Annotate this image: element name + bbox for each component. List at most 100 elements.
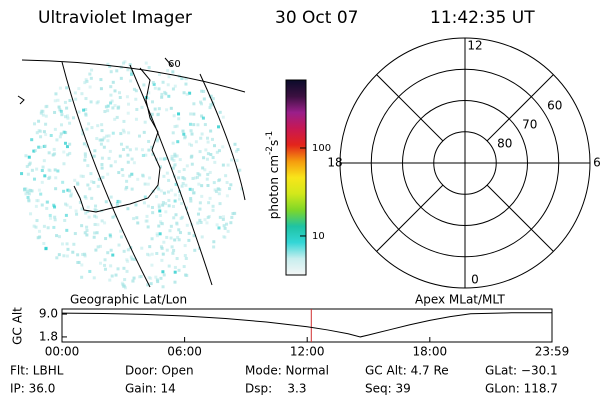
map-pixel xyxy=(47,151,51,155)
map-pixel xyxy=(40,169,44,173)
map-pixel xyxy=(75,212,79,216)
map-pixel xyxy=(32,149,36,153)
map-pixel xyxy=(53,218,57,222)
map-pixel xyxy=(150,112,154,116)
map-pixel xyxy=(102,136,106,140)
map-pixel xyxy=(96,184,100,188)
map-pixel xyxy=(111,80,115,84)
map-pixel xyxy=(134,147,138,151)
map-pixel xyxy=(150,237,154,241)
map-pixel xyxy=(131,279,135,283)
map-pixel xyxy=(136,177,140,181)
map-pixel xyxy=(166,69,170,73)
polar-mlt-label: 6 xyxy=(593,156,600,170)
map-pixel xyxy=(82,108,86,112)
map-pixel xyxy=(103,110,107,114)
map-pixel xyxy=(116,106,120,110)
map-pixel xyxy=(218,215,222,219)
map-pixel xyxy=(198,201,202,205)
map-pixel xyxy=(159,189,163,193)
map-pixel xyxy=(83,254,87,258)
map-pixel xyxy=(80,207,84,211)
map-pixel xyxy=(174,182,178,186)
map-pixel xyxy=(199,220,203,224)
map-pixel xyxy=(104,237,108,241)
unit: -2 xyxy=(265,146,275,155)
map-pixel xyxy=(160,95,164,99)
map-pixel xyxy=(195,175,199,179)
map-pixel xyxy=(160,258,164,262)
map-pixel xyxy=(170,154,174,158)
map-pixel xyxy=(34,204,38,208)
map-pixel xyxy=(74,209,78,213)
map-pixel xyxy=(123,286,127,290)
map-pixel xyxy=(145,214,149,218)
map-pixel xyxy=(159,157,163,161)
map-pixel xyxy=(83,158,87,162)
map-pixel xyxy=(114,273,118,277)
map-pixel xyxy=(158,232,162,236)
map-pixel xyxy=(161,80,165,84)
map-pixel xyxy=(88,269,92,273)
map-pixel xyxy=(86,164,90,168)
map-pixel xyxy=(23,188,27,192)
time: 11:42:35 UT xyxy=(430,8,535,28)
map-pixel xyxy=(65,86,69,90)
map-pixel xyxy=(130,172,134,176)
map-pixel xyxy=(206,215,210,219)
map-pixel xyxy=(181,129,185,133)
map-pixel xyxy=(236,148,240,152)
map-pixel xyxy=(175,154,179,158)
map-pixel xyxy=(68,142,72,146)
map-pixel xyxy=(142,201,146,205)
map-pixel xyxy=(128,63,132,67)
polar-mlt-label: 18 xyxy=(327,156,342,170)
map-pixel xyxy=(134,89,138,93)
map-pixel xyxy=(44,122,48,126)
map-pixel xyxy=(189,129,193,133)
map-pixel xyxy=(152,82,156,86)
map-pixel xyxy=(42,224,46,228)
map-pixel xyxy=(109,264,113,268)
map-pixel xyxy=(167,198,171,202)
map-pixel xyxy=(177,112,181,116)
map-pixel xyxy=(229,221,233,225)
map-pixel xyxy=(171,70,175,74)
map-pixel xyxy=(126,248,130,252)
map-pixel xyxy=(109,195,113,199)
map-pixel xyxy=(117,243,121,247)
map-pixel xyxy=(130,257,134,261)
map-pixel xyxy=(166,190,170,194)
map-pixel xyxy=(84,108,88,112)
map-pixel xyxy=(150,263,154,267)
map-pixel xyxy=(170,157,174,161)
map-pixel xyxy=(167,178,171,182)
map-pixel xyxy=(41,165,45,169)
map-pixel xyxy=(20,172,24,176)
map-pixel xyxy=(54,187,58,191)
map-pixel xyxy=(221,217,225,221)
map-pixel xyxy=(53,110,57,114)
map-pixel xyxy=(191,176,195,180)
map-pixel xyxy=(65,145,69,149)
map-pixel xyxy=(122,148,126,152)
map-pixel xyxy=(172,158,176,162)
map-pixel xyxy=(115,115,119,119)
map-pixel xyxy=(83,252,87,256)
polar-spoke xyxy=(376,74,444,142)
map-pixel xyxy=(59,132,63,136)
map-lat-label: 60 xyxy=(168,59,181,70)
map-pixel xyxy=(84,78,88,82)
map-pixel xyxy=(173,238,177,242)
map-pixel xyxy=(122,284,126,288)
map-pixel xyxy=(235,158,239,162)
map-pixel xyxy=(62,254,66,258)
map-pixel xyxy=(109,248,113,252)
map-pixel xyxy=(92,276,96,280)
map-pixel xyxy=(38,235,42,239)
map-pixel xyxy=(95,231,99,235)
x-tick-label: 00:00 xyxy=(45,345,80,359)
map-pixel xyxy=(189,199,193,203)
map-pixel xyxy=(166,83,170,87)
map-pixel xyxy=(209,129,213,133)
